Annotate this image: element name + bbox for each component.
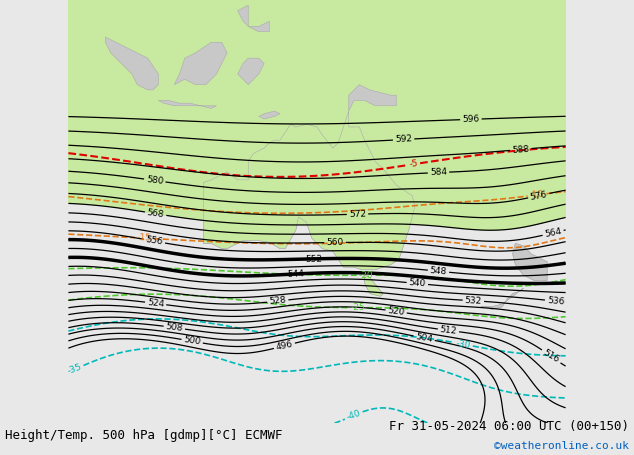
Polygon shape <box>481 288 523 309</box>
Text: 548: 548 <box>430 266 448 277</box>
Text: 588: 588 <box>512 144 529 155</box>
Text: 544: 544 <box>287 269 304 279</box>
Polygon shape <box>365 275 383 296</box>
Polygon shape <box>238 58 264 85</box>
Text: 560: 560 <box>327 238 344 247</box>
Text: 536: 536 <box>547 296 565 306</box>
Circle shape <box>484 140 489 146</box>
Polygon shape <box>158 101 216 108</box>
Text: -40: -40 <box>346 409 362 422</box>
Polygon shape <box>105 37 158 90</box>
Circle shape <box>540 152 548 160</box>
Text: 496: 496 <box>275 339 294 352</box>
Text: 532: 532 <box>465 296 482 306</box>
Polygon shape <box>249 21 269 32</box>
Text: 500: 500 <box>183 335 202 347</box>
Text: Height/Temp. 500 hPa [gdmp][°C] ECMWF: Height/Temp. 500 hPa [gdmp][°C] ECMWF <box>5 429 283 442</box>
Polygon shape <box>513 243 547 280</box>
Text: 592: 592 <box>395 135 412 144</box>
Text: -30: -30 <box>455 339 472 350</box>
Polygon shape <box>238 5 249 26</box>
Circle shape <box>489 146 494 151</box>
Text: 580: 580 <box>146 175 164 186</box>
Polygon shape <box>249 21 269 32</box>
Text: -25: -25 <box>350 303 365 312</box>
Circle shape <box>457 114 462 119</box>
Text: -10: -10 <box>529 190 545 200</box>
Text: 516: 516 <box>541 348 561 364</box>
Text: -20: -20 <box>359 271 373 280</box>
Text: 572: 572 <box>349 209 366 219</box>
Text: 504: 504 <box>415 332 434 344</box>
Polygon shape <box>259 111 280 119</box>
Text: 564: 564 <box>544 227 562 239</box>
Polygon shape <box>349 85 396 111</box>
Text: ©weatheronline.co.uk: ©weatheronline.co.uk <box>494 441 629 451</box>
Text: Fr 31-05-2024 06:00 UTC (00+150): Fr 31-05-2024 06:00 UTC (00+150) <box>389 420 629 433</box>
Text: 512: 512 <box>439 325 458 336</box>
Text: 540: 540 <box>408 278 426 288</box>
Polygon shape <box>513 243 547 280</box>
Text: 520: 520 <box>387 306 405 317</box>
Polygon shape <box>238 58 264 85</box>
Polygon shape <box>481 288 523 309</box>
Text: 568: 568 <box>146 208 165 219</box>
Text: 508: 508 <box>165 322 183 333</box>
Text: 584: 584 <box>430 168 447 177</box>
Polygon shape <box>105 37 158 90</box>
Circle shape <box>446 108 452 114</box>
Text: -35: -35 <box>66 363 83 376</box>
Polygon shape <box>349 85 396 111</box>
Circle shape <box>500 135 505 140</box>
Text: 576: 576 <box>529 190 548 202</box>
Text: -15: -15 <box>137 233 152 243</box>
Polygon shape <box>365 275 383 296</box>
Text: 552: 552 <box>305 254 323 263</box>
Text: 556: 556 <box>145 236 164 247</box>
Polygon shape <box>204 111 415 270</box>
Polygon shape <box>174 42 227 85</box>
Polygon shape <box>259 111 280 119</box>
Polygon shape <box>238 5 249 26</box>
Polygon shape <box>174 42 227 85</box>
Text: -5: -5 <box>408 159 418 169</box>
Text: 528: 528 <box>269 296 287 306</box>
Text: 596: 596 <box>462 115 480 124</box>
Polygon shape <box>204 111 415 270</box>
Polygon shape <box>158 101 216 108</box>
Text: 524: 524 <box>146 298 165 309</box>
